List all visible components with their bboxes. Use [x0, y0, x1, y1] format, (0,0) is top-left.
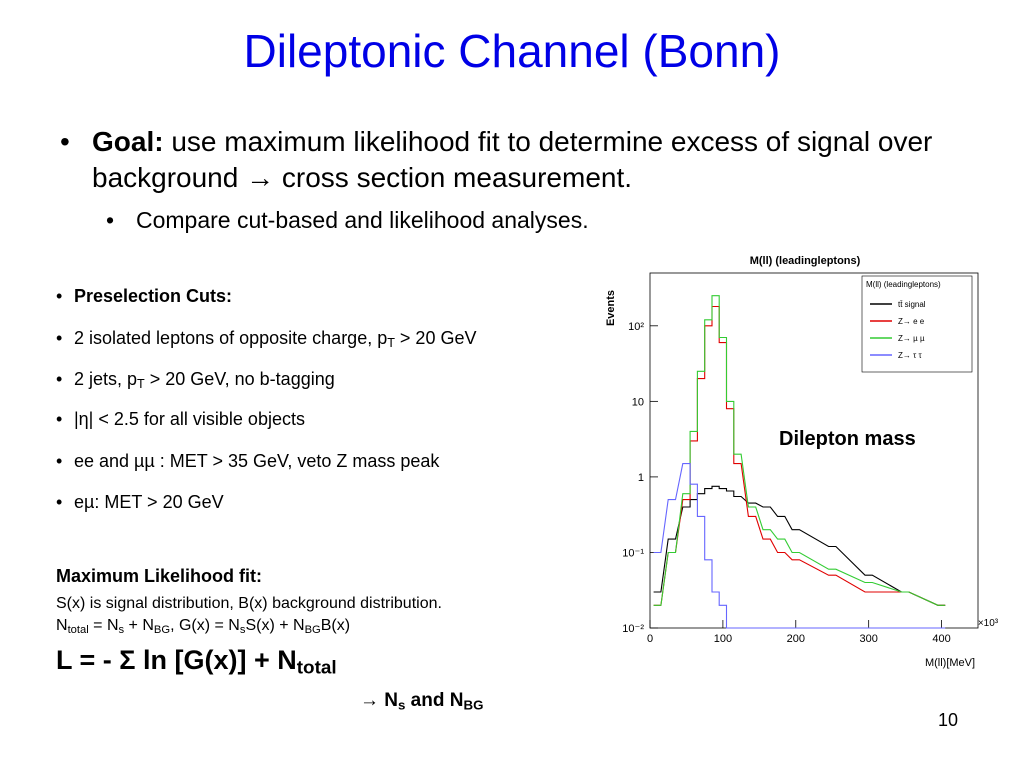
legend-entry: tt̄ signal — [898, 300, 926, 309]
cut-item-text: eµ: MET > 20 GeV — [74, 492, 224, 512]
x-tick-label: 400 — [932, 633, 950, 645]
bullet-marker: • — [56, 328, 63, 348]
slide-title: Dileptonic Channel (Bonn) — [243, 25, 781, 77]
x-tick-label: 100 — [714, 633, 732, 645]
cuts-heading: Preselection Cuts: — [74, 286, 233, 306]
plot-canvas: M(ll) (leadingleptons) Events M(ll)[MeV]… — [605, 255, 999, 669]
plot-title: M(ll) (leadingleptons) — [750, 255, 861, 267]
cut-item-text: |η| < 2.5 for all visible objects — [74, 409, 305, 429]
y-tick-label: 1 — [638, 472, 644, 484]
x-axis-label: M(ll)[MeV] — [925, 657, 975, 669]
goal-text: Goal: use maximum likelihood fit to dete… — [92, 124, 960, 196]
goal-sub-bullet: • Compare cut-based and likelihood analy… — [106, 206, 589, 234]
goal-bullet: • Goal: use maximum likelihood fit to de… — [60, 124, 960, 196]
x-tick-label: 200 — [787, 633, 805, 645]
bullet-marker: • — [56, 451, 63, 471]
legend-entry: Z→ µ µ — [898, 334, 925, 343]
goal-label: Goal: — [92, 126, 164, 157]
cut-item-2: • 2 jets, pT > 20 GeV, no b-tagging — [56, 368, 335, 395]
series-line — [653, 463, 946, 629]
cuts-heading-item: • Preselection Cuts: — [56, 285, 232, 307]
series-line — [653, 295, 946, 606]
goal-sub-text: Compare cut-based and likelihood analyse… — [136, 207, 589, 233]
dilepton-mass-plot: M(ll) (leadingleptons) Events M(ll)[MeV]… — [600, 248, 1010, 680]
bullet-marker: • — [60, 126, 70, 157]
bullet-marker: • — [56, 409, 63, 429]
y-tick-label: 10⁻² — [622, 623, 644, 635]
bullet-marker: • — [56, 369, 63, 389]
bullet-marker: • — [56, 286, 63, 306]
cut-item-4: • ee and µµ : MET > 35 GeV, veto Z mass … — [56, 450, 439, 472]
bullet-marker: • — [106, 207, 115, 233]
x-tick-label: 300 — [859, 633, 877, 645]
likelihood-line-2: Ntotal = Ns + NBG, G(x) = NsS(x) + NBGB(… — [56, 617, 351, 636]
x-tick-label: 0 — [647, 633, 653, 645]
legend-entry: Z→ τ τ — [898, 351, 922, 360]
y-tick-label: 10⁻¹ — [622, 547, 644, 559]
y-axis-label: Events — [605, 290, 617, 326]
likelihood-heading: Maximum Likelihood fit: — [56, 566, 263, 586]
likelihood-line-1: S(x) is signal distribution, B(x) backgr… — [56, 595, 442, 612]
series-line — [653, 485, 946, 606]
cut-item-text: ee and µµ : MET > 35 GeV, veto Z mass pe… — [74, 451, 440, 471]
x-axis-exponent: ×10³ — [978, 618, 999, 629]
goal-description: use maximum likelihood fit to determine … — [92, 126, 933, 193]
likelihood-result: → Ns and NBG — [360, 690, 484, 713]
page-number: 10 — [938, 710, 959, 730]
cut-item-5: • eµ: MET > 20 GeV — [56, 491, 224, 513]
plot-legend: M(ll) (leadingleptons) tt̄ signal Z→ e e Z… — [861, 275, 973, 373]
dilepton-mass-annotation: Dilepton mass — [779, 428, 916, 450]
y-tick-label: 10² — [628, 321, 644, 333]
y-tick-label: 10 — [632, 396, 644, 408]
cut-item-text: 2 isolated leptons of opposite charge, p… — [74, 328, 477, 351]
cut-item-text: 2 jets, pT > 20 GeV, no b-tagging — [74, 369, 335, 392]
cut-item-1: • 2 isolated leptons of opposite charge,… — [56, 327, 476, 354]
legend-title: M(ll) (leadingleptons) — [866, 280, 941, 289]
legend-entry: Z→ e e — [898, 317, 925, 326]
bullet-marker: • — [56, 492, 63, 512]
cut-item-3: • |η| < 2.5 for all visible objects — [56, 408, 305, 430]
likelihood-equation: L = - Σ ln [G(x)] + Ntotal — [56, 645, 337, 679]
